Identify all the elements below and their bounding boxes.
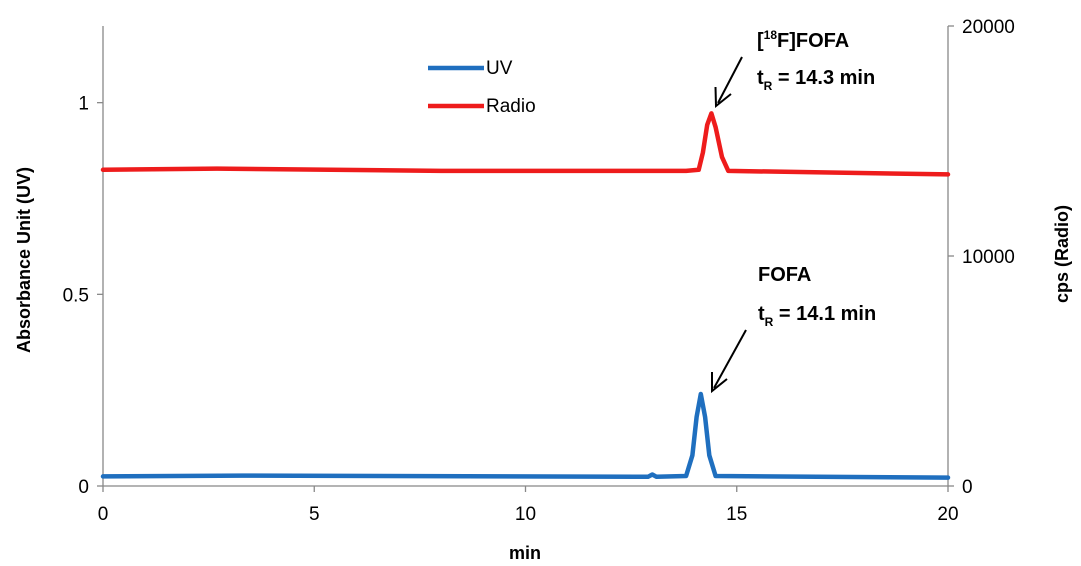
annotation-uv-arrowhead bbox=[711, 372, 728, 394]
y-left-tick-label: 1 bbox=[78, 94, 89, 115]
x-tick-label: 15 bbox=[726, 504, 747, 525]
y-left-tick-label: 0 bbox=[78, 477, 89, 498]
x-axis-title: min bbox=[509, 543, 541, 563]
y-axis-left-title: Absorbance Unit (UV) bbox=[14, 167, 34, 353]
y-right-tick-label: 20000 bbox=[962, 17, 1015, 38]
legend-label-uv: UV bbox=[486, 58, 513, 79]
y-right-tick-label: 0 bbox=[962, 477, 973, 498]
annotation-uv-peak-retention: tR = 14.1 min bbox=[758, 303, 876, 329]
y-right-tick-label: 10000 bbox=[962, 247, 1015, 268]
annotation-uv-arrow bbox=[713, 329, 747, 389]
annotation-uv-peak-name: FOFA bbox=[758, 264, 811, 286]
annotation-radio-peak: [18F]FOFA tR = 14.3 min bbox=[714, 28, 875, 109]
tick-marks bbox=[97, 25, 954, 492]
annotation-radio-arrowhead bbox=[714, 86, 732, 109]
y-left-tick-label: 0.5 bbox=[63, 285, 89, 306]
annotation-radio-peak-retention: tR = 14.3 min bbox=[757, 67, 875, 93]
legend: UV Radio bbox=[428, 58, 536, 117]
legend-label-radio: Radio bbox=[486, 96, 536, 117]
x-tick-label: 5 bbox=[309, 504, 320, 525]
annotation-radio-arrow bbox=[717, 56, 743, 104]
y-axis-right-title: cps (Radio) bbox=[1052, 205, 1072, 303]
x-tick-label: 0 bbox=[98, 504, 109, 525]
series-line-uv bbox=[100, 391, 951, 480]
series-line-radio bbox=[100, 111, 951, 177]
x-tick-label: 10 bbox=[515, 504, 536, 525]
annotation-uv-peak: FOFA tR = 14.1 min bbox=[711, 264, 876, 394]
x-tick-label: 20 bbox=[937, 504, 958, 525]
annotation-radio-peak-name: [18F]FOFA bbox=[757, 28, 849, 52]
